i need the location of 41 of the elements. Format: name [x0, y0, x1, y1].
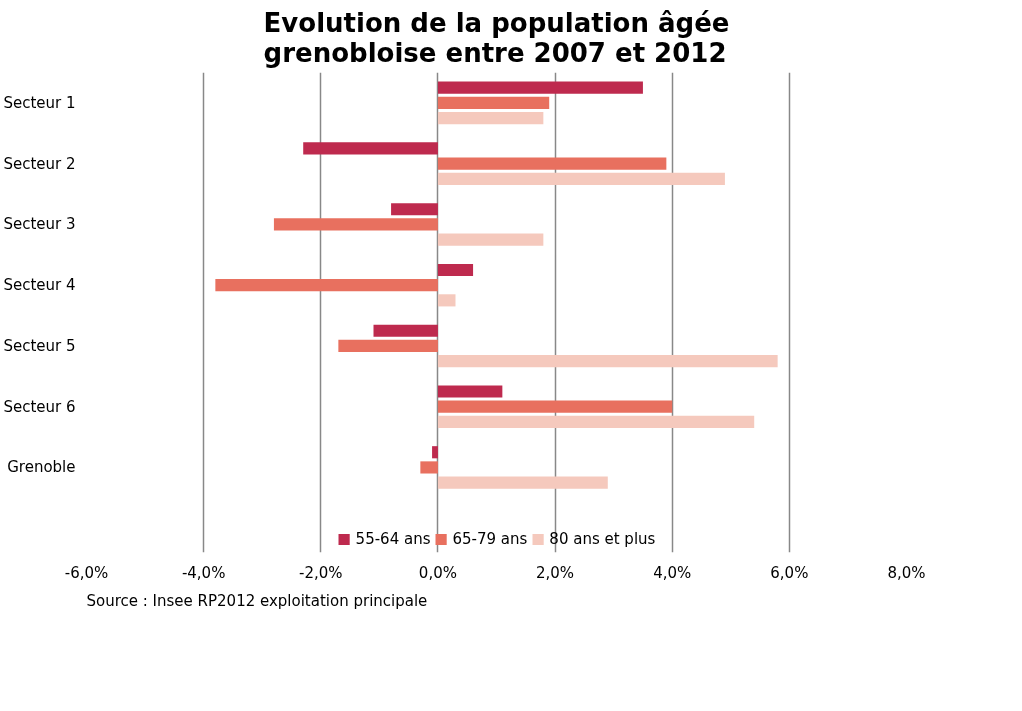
bar: [437, 476, 608, 489]
legend-label: 65-79 ans: [452, 530, 528, 548]
x-tick-label: 8,0%: [887, 563, 926, 582]
bar: [437, 233, 544, 246]
bar: [373, 324, 438, 337]
bar: [303, 142, 438, 155]
y-tick-label: Secteur 3: [3, 215, 76, 234]
y-tick-label: Secteur 2: [3, 154, 76, 173]
x-tick-label: -4,0%: [181, 563, 226, 582]
bar: [437, 400, 673, 413]
bar: [338, 339, 438, 352]
x-tick-label: -6,0%: [64, 563, 109, 582]
chart-title: Evolution de la population âgée grenobloise entre 2007 et 2012: [263, 7, 730, 68]
bar: [420, 461, 438, 474]
x-tick-label: -2,0%: [299, 563, 343, 582]
bar: [391, 203, 438, 216]
bar: [437, 96, 550, 109]
bar: [437, 294, 456, 307]
y-tick-label: Grenoble: [7, 458, 76, 477]
x-tick-label: 0,0%: [418, 563, 457, 582]
x-tick-label: 4,0%: [653, 563, 692, 582]
y-tick-label: Secteur 4: [3, 276, 76, 295]
legend-label: 80 ans et plus: [549, 530, 656, 548]
y-tick-label: Secteur 5: [3, 336, 76, 355]
y-tick-label: Secteur 6: [3, 397, 76, 416]
bar: [432, 446, 438, 459]
bar: [437, 111, 544, 125]
bar: [437, 81, 643, 94]
bar: [437, 172, 725, 185]
y-tick-label: Secteur 1: [3, 93, 76, 112]
bar: [215, 279, 438, 292]
bar: [437, 415, 755, 428]
bar: [437, 157, 667, 170]
bar: [273, 218, 438, 231]
legend-label: 55-64 ans: [355, 530, 431, 548]
x-tick-label: 6,0%: [770, 563, 809, 582]
bar: [437, 355, 778, 368]
bar: [437, 263, 474, 277]
bar: [437, 385, 503, 398]
x-tick-label: 2,0%: [536, 563, 575, 582]
source-note: Source : Insee RP2012 exploitation principale: [86, 591, 428, 610]
